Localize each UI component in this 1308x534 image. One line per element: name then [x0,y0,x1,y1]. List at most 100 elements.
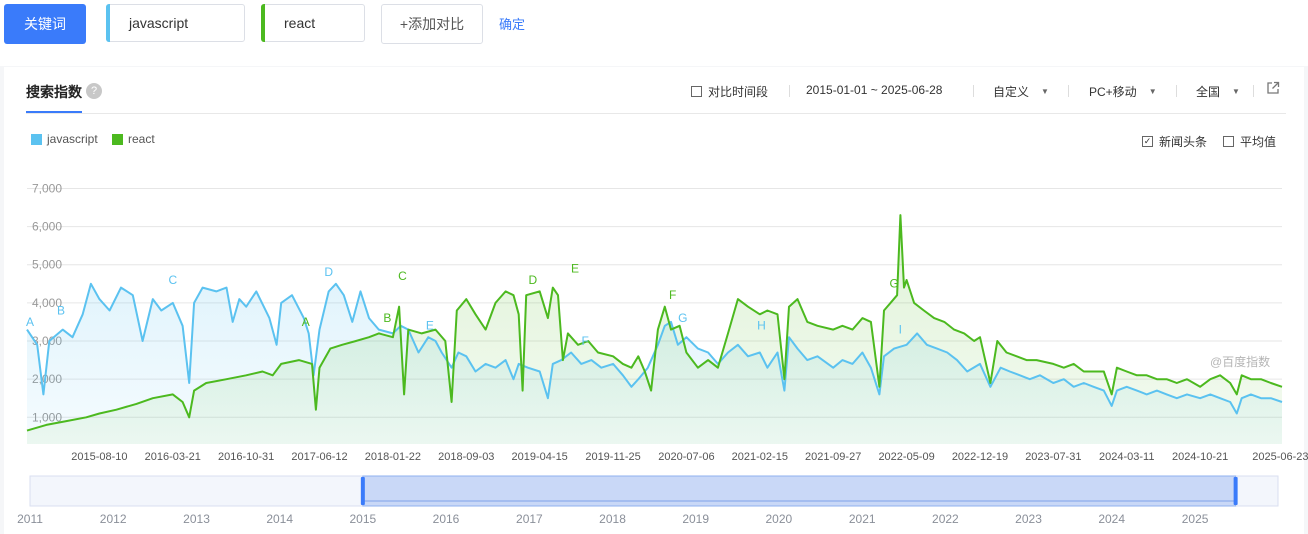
news-marker-react: D [528,273,537,287]
x-tick-label: 2018-09-03 [438,451,494,463]
region-select[interactable]: 全国 ▼ [1196,83,1240,100]
legend-label: react [128,132,155,146]
news-marker-javascript: E [426,319,434,333]
overview-right-handle [1233,477,1238,505]
divider [1176,85,1177,97]
device-label: PC+移动 [1089,85,1137,99]
news-headlines-label: 新闻头条 [1159,135,1208,149]
news-marker-react: G [889,277,898,291]
overview-year-label: 2022 [932,512,959,526]
y-tick-label: 6,000 [32,220,62,234]
x-tick-label: 2016-10-31 [218,451,274,463]
keyword-tab-button[interactable]: 关键词 [4,4,86,44]
caret-down-icon: ▼ [1232,87,1240,96]
average-checkbox[interactable]: 平均值 [1223,133,1276,150]
x-tick-label: 2020-07-06 [658,451,714,463]
overview-year-label: 2025 [1182,512,1209,526]
region-label: 全国 [1196,85,1221,99]
x-tick-label: 2024-10-21 [1172,451,1228,463]
x-tick-label: 2021-09-27 [805,451,861,463]
help-icon[interactable]: ? [86,83,102,99]
confirm-link[interactable]: 确定 [499,17,526,32]
x-tick-label: 2022-12-19 [952,451,1008,463]
term-color-bar [261,4,265,42]
series-line-react [26,214,1283,432]
x-tick-label: 2016-03-21 [145,451,201,463]
tab-search-index[interactable]: 搜索指数 [26,84,82,100]
news-marker-javascript: I [899,322,902,336]
news-marker-javascript: H [757,319,766,333]
legend-item-javascript[interactable]: javascript [31,132,98,146]
overview-year-label: 2019 [682,512,709,526]
divider [1068,85,1069,97]
checkbox-icon [691,86,702,97]
news-marker-javascript: F [582,334,589,348]
news-headlines-checkbox[interactable]: ✓ 新闻头条 [1142,133,1207,150]
x-tick-label: 2025-06-23 [1252,451,1308,463]
x-tick-label: 2017-06-12 [291,451,347,463]
date-range-picker[interactable]: 2015-01-01 ~ 2025-06-28 [806,83,942,97]
add-comparison-button[interactable]: +添加对比 [381,4,483,44]
news-marker-javascript: C [168,273,177,287]
x-tick-label: 2019-11-25 [585,451,640,463]
overview-year-label: 2014 [266,512,293,526]
overview-year-label: 2013 [183,512,210,526]
term-color-bar [106,4,110,42]
x-tick-label: 2023-07-31 [1025,451,1081,463]
news-marker-javascript: B [57,303,65,317]
x-tick-label: 2024-03-11 [1099,451,1154,463]
legend-item-react[interactable]: react [112,132,155,146]
checkbox-checked-icon: ✓ [1142,136,1153,147]
news-marker-react: F [669,288,676,302]
overview-year-label: 2020 [765,512,792,526]
overview-year-label: 2024 [1098,512,1125,526]
legend-swatch [31,133,42,145]
y-tick-label: 4,000 [32,296,62,310]
caret-down-icon: ▼ [1148,87,1157,96]
device-select[interactable]: PC+移动 ▼ [1089,83,1157,100]
x-tick-label: 2015-08-10 [71,451,127,463]
term-input-javascript[interactable]: javascript [106,4,245,42]
overview-year-label: 2016 [433,512,460,526]
y-tick-label: 5,000 [32,258,62,272]
overview-year-label: 2011 [17,512,43,526]
series-line-javascript [26,282,1283,415]
news-marker-javascript: D [324,265,333,279]
compare-period-label: 对比时间段 [708,85,769,99]
term-input-react[interactable]: react [261,4,365,42]
x-tick-label: 2018-01-22 [365,451,421,463]
custom-range-select[interactable]: 自定义 ▼ [993,83,1049,100]
overview-left-handle [360,477,365,505]
baidu-index-watermark: @百度指数 [1210,355,1271,369]
compare-period-checkbox[interactable]: 对比时间段 [691,83,768,100]
overview-year-label: 2023 [1015,512,1042,526]
external-link-icon[interactable] [1266,81,1280,95]
divider [973,85,974,97]
custom-range-label: 自定义 [993,85,1030,99]
legend-label: javascript [47,132,98,146]
date-range-value: 2015-01-01 ~ 2025-06-28 [806,83,943,97]
news-marker-javascript: A [26,315,34,329]
x-tick-label: 2019-04-15 [512,451,568,463]
news-marker-javascript: G [678,311,687,325]
top-search-bar: 关键词 javascript react +添加对比 确定 [0,0,1308,66]
news-marker-react: B [383,311,391,325]
tab-underline [26,111,82,113]
legend-swatch [112,133,123,145]
caret-down-icon: ▼ [1041,87,1049,96]
divider [1253,85,1254,97]
overview-year-label: 2015 [349,512,376,526]
news-marker-react: A [302,315,310,329]
term-label: react [284,15,316,31]
news-marker-react: E [571,261,579,275]
series-area-react [27,215,1282,444]
news-marker-react: C [398,269,407,283]
overview-year-label: 2018 [599,512,626,526]
header-divider [26,113,1286,114]
divider [789,85,790,97]
x-tick-label: 2021-02-15 [732,451,788,463]
x-tick-label: 2022-05-09 [878,451,934,463]
term-label: javascript [129,15,189,31]
overview-year-label: 2021 [849,512,876,526]
